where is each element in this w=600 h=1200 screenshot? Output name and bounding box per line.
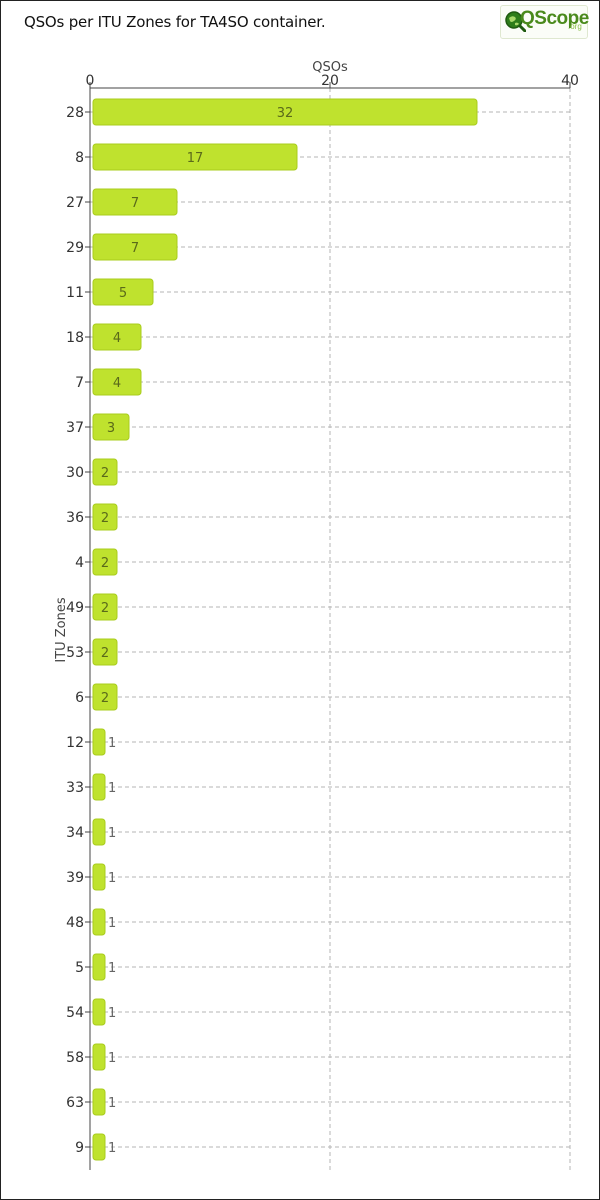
y-tick-label: 39 — [66, 870, 84, 886]
bar[interactable] — [92, 638, 118, 666]
logo-text: QScope — [520, 8, 589, 29]
x-tick-label: 20 — [321, 73, 339, 89]
y-tick-label: 49 — [66, 600, 84, 616]
y-tick-label: 58 — [66, 1050, 84, 1066]
bar[interactable] — [92, 773, 106, 801]
x-tick-label: 40 — [561, 73, 579, 89]
y-tick-label: 29 — [66, 240, 84, 256]
bar-value-label: 2 — [101, 691, 109, 706]
bar[interactable] — [92, 143, 298, 171]
y-tick-label: 12 — [66, 735, 84, 751]
bar[interactable] — [92, 413, 130, 441]
bar[interactable] — [92, 1133, 106, 1161]
bar[interactable] — [92, 953, 106, 981]
bar[interactable] — [92, 233, 178, 261]
bar[interactable] — [92, 863, 106, 891]
bar-value-label: 1 — [108, 826, 116, 841]
bar[interactable] — [92, 368, 142, 396]
bar[interactable] — [92, 593, 118, 621]
bar[interactable] — [92, 683, 118, 711]
bar-value-label: 1 — [108, 871, 116, 886]
bar-value-label: 7 — [131, 196, 139, 211]
y-tick-label: 8 — [75, 150, 84, 166]
bar-value-label: 2 — [101, 601, 109, 616]
y-tick-label: 37 — [66, 420, 84, 436]
bar[interactable] — [92, 458, 118, 486]
logo-suffix: .org — [568, 22, 582, 31]
bar[interactable] — [92, 98, 478, 126]
qscope-logo[interactable]: QScope .org — [500, 5, 589, 39]
x-axis-title: QSOs — [312, 60, 348, 75]
bar-value-label: 1 — [108, 1051, 116, 1066]
y-tick-label: 36 — [66, 510, 84, 526]
bar-value-label: 1 — [108, 916, 116, 931]
bar-value-label: 17 — [187, 151, 204, 166]
bar-value-label: 4 — [113, 331, 121, 346]
bar-value-label: 2 — [101, 511, 109, 526]
bar-value-label: 1 — [108, 961, 116, 976]
y-tick-label: 27 — [66, 195, 84, 211]
bar-value-label: 4 — [113, 376, 121, 391]
y-tick-label: 30 — [66, 465, 84, 481]
y-axis-title: ITU Zones — [54, 597, 69, 663]
bar[interactable] — [92, 728, 106, 756]
bar[interactable] — [92, 188, 178, 216]
y-tick-label: 28 — [66, 105, 84, 121]
y-tick-label: 54 — [66, 1005, 84, 1021]
y-tick-label: 6 — [75, 690, 84, 706]
bar-value-label: 32 — [277, 106, 294, 121]
y-tick-label: 18 — [66, 330, 84, 346]
bar-value-label: 2 — [101, 556, 109, 571]
axes: 0 20 4028827291118737303644953612333439485… — [66, 73, 579, 1170]
y-tick-label: 5 — [75, 960, 84, 976]
bar[interactable] — [92, 1043, 106, 1071]
y-tick-label: 9 — [75, 1140, 84, 1156]
bar-value-label: 1 — [108, 1096, 116, 1111]
bar-value-label: 2 — [101, 646, 109, 661]
bar-value-label: 2 — [101, 466, 109, 481]
y-tick-label: 53 — [66, 645, 84, 661]
chart-title: QSOs per ITU Zones for TA4SO container. — [24, 13, 326, 31]
y-tick-label: 48 — [66, 915, 84, 931]
bar-value-label: 3 — [107, 421, 115, 436]
bar[interactable] — [92, 323, 142, 351]
x-tick-label: 0 — [86, 73, 95, 89]
bar[interactable] — [92, 278, 154, 306]
bar-value-label: 7 — [131, 241, 139, 256]
y-tick-label: 11 — [66, 285, 84, 301]
bar[interactable] — [92, 998, 106, 1026]
y-tick-label: 34 — [66, 825, 84, 841]
grid-lines — [90, 88, 571, 1170]
bar-value-label: 1 — [108, 736, 116, 751]
y-tick-label: 63 — [66, 1095, 84, 1111]
y-tick-label: 33 — [66, 780, 84, 796]
bar[interactable] — [92, 818, 106, 846]
bar[interactable] — [92, 1088, 106, 1116]
y-tick-label: 4 — [75, 555, 84, 571]
bar-value-label: 1 — [108, 1006, 116, 1021]
bar[interactable] — [92, 503, 118, 531]
globe-magnifier-icon — [505, 11, 526, 32]
bar[interactable] — [92, 908, 106, 936]
bar-value-label: 1 — [108, 1141, 116, 1156]
y-tick-label: 7 — [75, 375, 84, 391]
bar-value-label: 1 — [108, 781, 116, 796]
bar-value-label: 5 — [119, 286, 127, 301]
bar[interactable] — [92, 548, 118, 576]
